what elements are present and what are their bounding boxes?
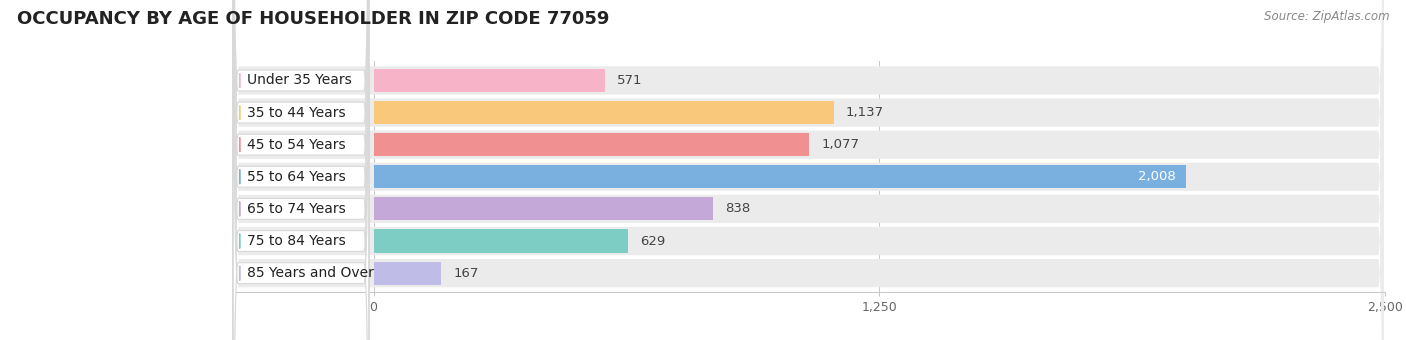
FancyBboxPatch shape: [233, 0, 368, 340]
Text: 45 to 54 Years: 45 to 54 Years: [247, 138, 346, 152]
Text: 55 to 64 Years: 55 to 64 Years: [247, 170, 346, 184]
FancyBboxPatch shape: [233, 0, 1384, 340]
Text: 2,008: 2,008: [1137, 170, 1175, 183]
FancyBboxPatch shape: [233, 0, 368, 340]
Text: 1,077: 1,077: [821, 138, 859, 151]
Bar: [374, 230, 628, 253]
FancyBboxPatch shape: [233, 0, 368, 340]
Bar: [374, 133, 810, 156]
Text: 75 to 84 Years: 75 to 84 Years: [247, 234, 346, 248]
Text: Under 35 Years: Under 35 Years: [247, 73, 352, 87]
Text: 629: 629: [640, 235, 665, 248]
Bar: [374, 101, 834, 124]
FancyBboxPatch shape: [233, 0, 1384, 340]
FancyBboxPatch shape: [233, 0, 1384, 340]
Bar: [374, 261, 441, 285]
FancyBboxPatch shape: [233, 0, 368, 340]
FancyBboxPatch shape: [233, 0, 1384, 340]
Text: OCCUPANCY BY AGE OF HOUSEHOLDER IN ZIP CODE 77059: OCCUPANCY BY AGE OF HOUSEHOLDER IN ZIP C…: [17, 10, 609, 28]
Bar: [374, 165, 1185, 188]
Text: 1,137: 1,137: [845, 106, 884, 119]
Text: 571: 571: [617, 74, 643, 87]
Text: 85 Years and Over: 85 Years and Over: [247, 266, 374, 280]
Text: 167: 167: [453, 267, 478, 279]
FancyBboxPatch shape: [233, 0, 1384, 340]
FancyBboxPatch shape: [233, 0, 1384, 340]
FancyBboxPatch shape: [233, 0, 368, 340]
Text: Source: ZipAtlas.com: Source: ZipAtlas.com: [1264, 10, 1389, 23]
Text: 838: 838: [724, 202, 749, 216]
FancyBboxPatch shape: [233, 0, 368, 340]
Text: 65 to 74 Years: 65 to 74 Years: [247, 202, 346, 216]
Bar: [374, 197, 713, 220]
FancyBboxPatch shape: [233, 0, 1384, 340]
Bar: [374, 69, 605, 92]
Text: 35 to 44 Years: 35 to 44 Years: [247, 106, 346, 120]
FancyBboxPatch shape: [233, 0, 368, 340]
